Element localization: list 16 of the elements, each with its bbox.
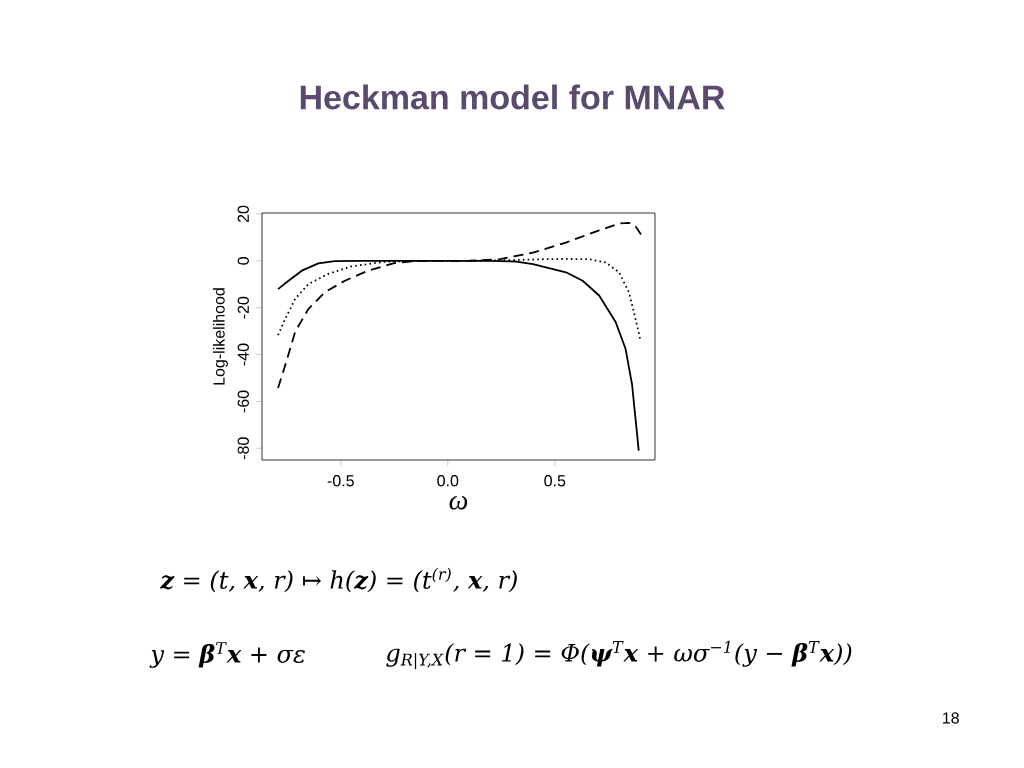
x-tick-label: 0.0 [437, 475, 459, 487]
y-tick-label: -60 [237, 390, 249, 413]
y-axis-title: Log-likelihood [212, 288, 228, 385]
x-axis-title: ω [449, 496, 468, 510]
y-tick-label: -20 [237, 296, 249, 319]
y-tick-label: 0 [237, 256, 249, 265]
y-tick-label: 20 [237, 205, 249, 223]
y-tick-label: -80 [237, 437, 249, 460]
x-tick-label: 0.5 [544, 475, 566, 487]
x-tick-label: -0.5 [327, 475, 354, 487]
chart-title: Heckman model for MNAR [300, 84, 725, 110]
text: y = β$^{T}$x + σε [149, 642, 305, 668]
text: z = (t, x, r) ↦ h(z) = (t$^{(r)}$, x, r) [160, 567, 517, 593]
text: 18 [943, 712, 959, 724]
y-tick-label: -40 [237, 343, 249, 366]
text: g$_{R|Y,X}$(r = 1) = Φ(ψ$^{T}$x + ωσ$^{−1}$(y − β$^{T}$x)) [386, 640, 852, 670]
